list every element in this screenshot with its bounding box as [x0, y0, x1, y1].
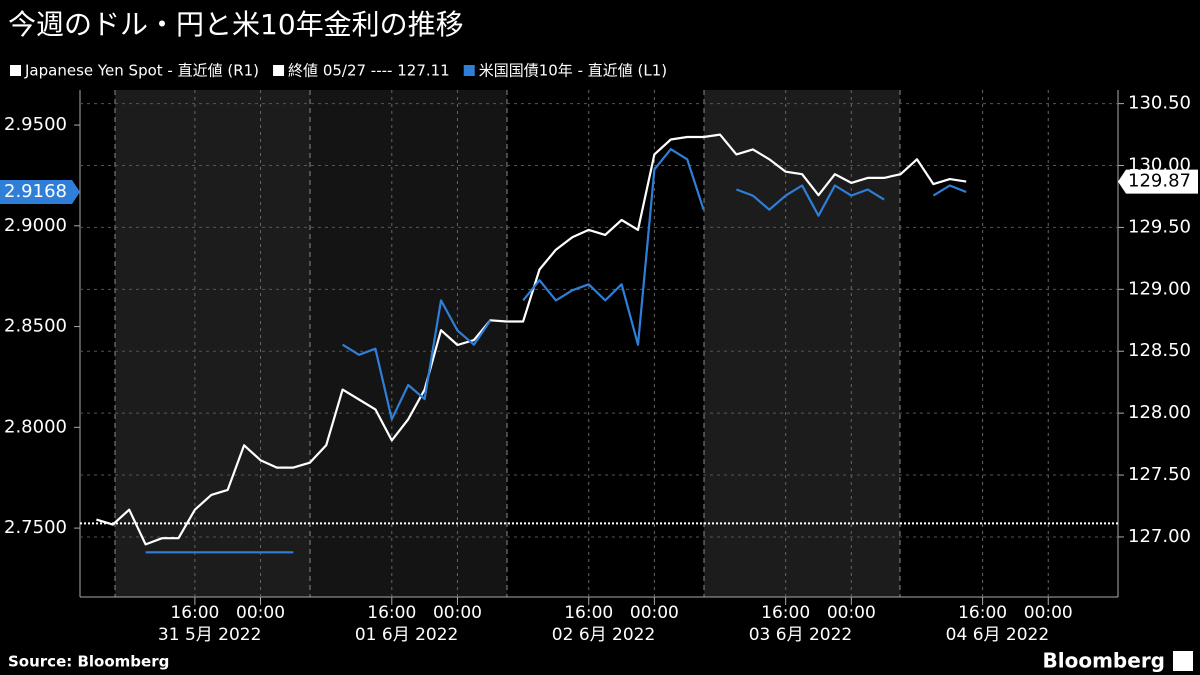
current-value-label: 2.9168	[4, 181, 67, 202]
y2-tick-label: 129.50	[1128, 216, 1191, 237]
y-tick-label: 2.9000	[4, 215, 67, 236]
y-tick-label: 2.8500	[4, 316, 67, 337]
x-tick-label: 16:00	[564, 603, 613, 623]
session-shade	[310, 90, 507, 597]
series-line	[96, 133, 967, 546]
chart-title: 今週のドル・円と米10年金利の推移	[8, 8, 464, 41]
current-value-tag: 129.87	[1118, 169, 1198, 194]
series-line	[736, 184, 885, 217]
session-shade	[704, 90, 900, 597]
y2-tick-label: 127.50	[1128, 464, 1191, 485]
x-group-label: 03 6月 2022	[749, 625, 853, 645]
legend: Japanese Yen Spot - 直近値 (R1) 終値 05/27 ---…	[10, 62, 667, 80]
x-tick-label: 16:00	[170, 603, 219, 623]
source: Source: Bloomberg	[8, 653, 169, 671]
x-tick-label: 00:00	[433, 603, 482, 623]
series-line	[522, 148, 705, 346]
current-value-tag: 2.9168	[0, 179, 80, 204]
brand-icon	[1173, 651, 1193, 671]
brand: Bloomberg	[1043, 649, 1165, 673]
current-value-label: 129.87	[1128, 171, 1191, 192]
y2-tick-label: 129.00	[1128, 278, 1191, 299]
x-group-label: 01 6月 2022	[355, 625, 459, 645]
session-shade	[115, 90, 310, 597]
x-tick-label: 16:00	[958, 603, 1007, 623]
series-line	[932, 184, 967, 197]
y-tick-label: 2.8000	[4, 416, 67, 437]
x-tick-label: 00:00	[1024, 603, 1073, 623]
y2-tick-label: 127.00	[1128, 526, 1191, 547]
x-tick-label: 16:00	[761, 603, 810, 623]
series-line	[342, 299, 492, 421]
y2-tick-label: 128.00	[1128, 402, 1191, 423]
legend-label: Japanese Yen Spot - 直近値 (R1)	[24, 62, 259, 80]
x-tick-label: 00:00	[827, 603, 876, 623]
legend-swatch	[463, 65, 475, 76]
current-value-box	[1118, 169, 1198, 194]
legend-swatch	[273, 65, 285, 76]
y2-tick-label: 130.50	[1128, 93, 1191, 114]
x-tick-label: 00:00	[630, 603, 679, 623]
x-group-label: 02 6月 2022	[552, 625, 656, 645]
current-value-box	[0, 179, 80, 204]
y2-tick-label: 128.50	[1128, 340, 1191, 361]
legend-label: 米国国債10年 - 直近値 (L1)	[479, 62, 667, 80]
y-tick-label: 2.9500	[4, 114, 67, 135]
x-tick-label: 16:00	[367, 603, 416, 623]
x-group-label: 31 5月 2022	[158, 625, 262, 645]
legend-label: 終値 05/27 ---- 127.11	[288, 62, 450, 80]
y-tick-label: 2.7500	[4, 517, 67, 538]
legend-swatch	[10, 65, 21, 76]
x-tick-label: 00:00	[236, 603, 285, 623]
x-group-label: 04 6月 2022	[946, 625, 1050, 645]
